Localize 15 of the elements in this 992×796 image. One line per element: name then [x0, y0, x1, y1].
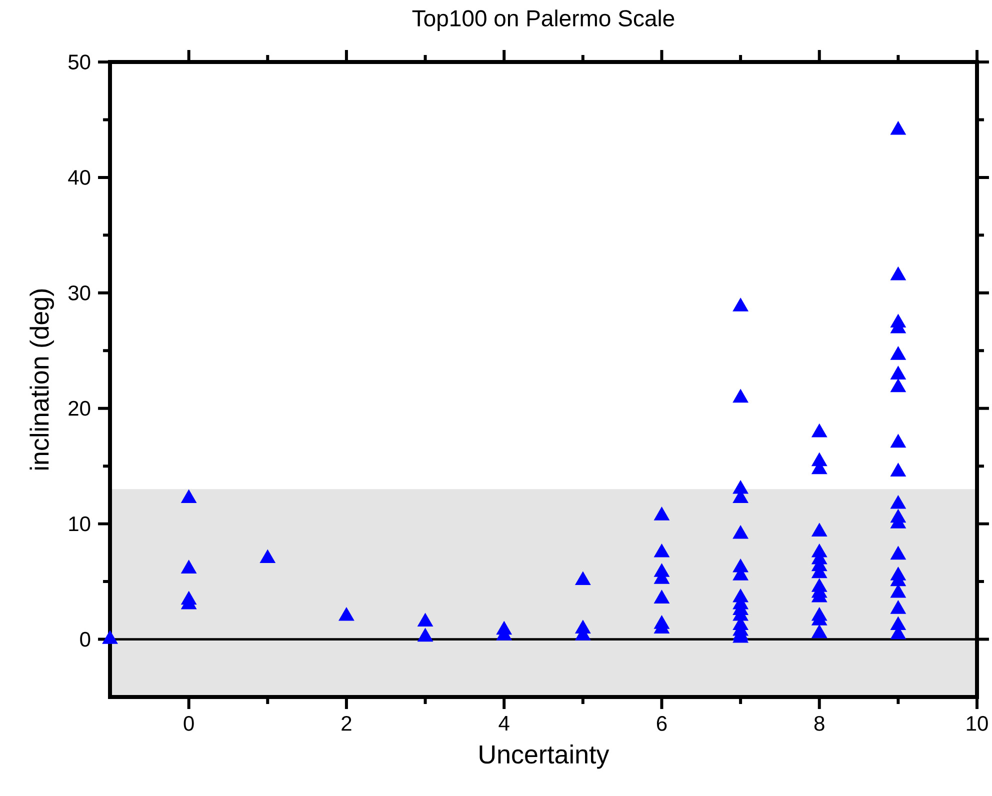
x-tick-label: 2 — [342, 716, 352, 731]
y-tick-label: 40 — [68, 170, 90, 185]
x-tick-label: 10 — [966, 716, 988, 731]
y-tick-label: 50 — [68, 54, 90, 70]
y-tick-label: 10 — [69, 516, 90, 532]
x-tick-label: 8 — [814, 716, 824, 731]
y-axis-title: inclination (deg) — [30, 289, 54, 470]
x-tick-label: 0 — [184, 716, 194, 731]
y-tick-label: 0 — [80, 632, 90, 647]
y-tick-label: 20 — [68, 400, 90, 416]
x-axis-title: Uncertainty — [480, 744, 610, 769]
x-tick-label: 4 — [498, 716, 510, 730]
x-tick-label: 6 — [656, 716, 667, 731]
y-tick-label: 30 — [68, 285, 90, 300]
chart-title: Top100 on Palermo Scale — [412, 10, 674, 32]
